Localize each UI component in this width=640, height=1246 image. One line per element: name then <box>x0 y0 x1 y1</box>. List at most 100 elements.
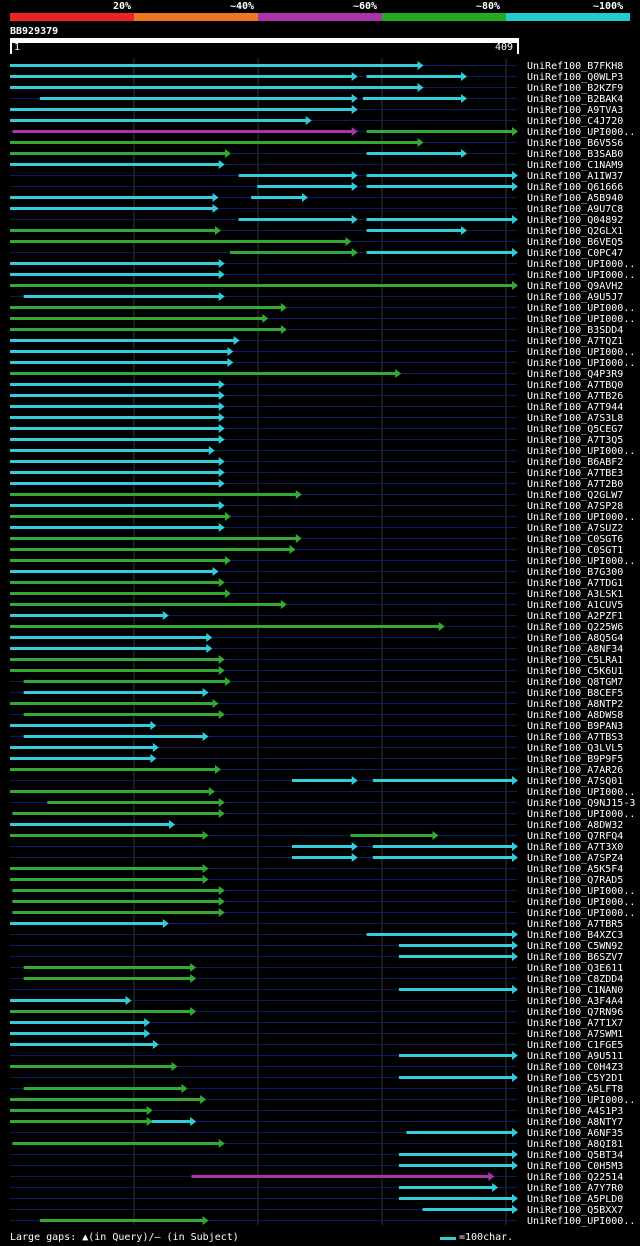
hit-name[interactable]: UniRef100_B6VEQ5 <box>527 237 623 248</box>
hit-row[interactable]: UniRef100_Q3LVL5 <box>10 743 623 754</box>
hit-name[interactable]: UniRef100_Q5BXX7 <box>527 1205 623 1216</box>
hit-row[interactable]: UniRef100_Q04892 <box>10 215 623 226</box>
hit-name[interactable]: UniRef100_B8CEF5 <box>527 688 623 699</box>
hit-name[interactable]: UniRef100_A1CUV5 <box>527 600 623 611</box>
hit-name[interactable]: UniRef100_Q0WLP3 <box>527 72 623 83</box>
hit-name[interactable]: UniRef100_Q9AVH2 <box>527 281 623 292</box>
hit-row[interactable]: UniRef100_A7TBQ0 <box>10 380 623 391</box>
hit-name[interactable]: UniRef100_A8NTY7 <box>527 1117 623 1128</box>
hit-name[interactable]: UniRef100_A7TBE3 <box>527 468 623 479</box>
hit-name[interactable]: UniRef100_C5WN92 <box>527 941 623 952</box>
hit-name[interactable]: UniRef100_A5PLD0 <box>527 1194 623 1205</box>
hit-name[interactable]: UniRef100_A7S3L8 <box>527 413 623 424</box>
hit-name[interactable]: UniRef100_A7SP28 <box>527 501 623 512</box>
hit-row[interactable]: UniRef100_UPI000.. <box>10 556 635 567</box>
hit-row[interactable]: UniRef100_B7G300 <box>10 567 623 578</box>
hit-row[interactable]: UniRef100_A8DWS8 <box>10 710 623 721</box>
hit-name[interactable]: UniRef100_A7SPZ4 <box>527 853 623 864</box>
hit-row[interactable]: UniRef100_B6SZV7 <box>10 952 623 963</box>
hit-name[interactable]: UniRef100_Q4P3R9 <box>527 369 623 380</box>
hit-name[interactable]: UniRef100_A7TQZ1 <box>527 336 623 347</box>
hit-row[interactable]: UniRef100_A9U5J7 <box>10 292 623 303</box>
hit-name[interactable]: UniRef100_UPI000.. <box>527 897 635 908</box>
hit-name[interactable]: UniRef100_C4J720 <box>527 116 623 127</box>
hit-row[interactable]: UniRef100_A7Y7R0 <box>10 1183 623 1194</box>
hit-row[interactable]: UniRef100_Q0WLP3 <box>10 72 623 83</box>
hit-name[interactable]: UniRef100_A7AR26 <box>527 765 623 776</box>
hit-row[interactable]: UniRef100_A2PZF1 <box>10 611 623 622</box>
hit-row[interactable]: UniRef100_A8NTY7 <box>10 1117 623 1128</box>
hit-name[interactable]: UniRef100_A6NF35 <box>527 1128 623 1139</box>
hit-row[interactable]: UniRef100_C8ZDD4 <box>10 974 623 985</box>
hit-name[interactable]: UniRef100_UPI000.. <box>527 259 635 270</box>
hit-name[interactable]: UniRef100_UPI000.. <box>527 270 635 281</box>
hit-name[interactable]: UniRef100_A3LSK1 <box>527 589 623 600</box>
hit-name[interactable]: UniRef100_C5Y2D1 <box>527 1073 623 1084</box>
hit-row[interactable]: UniRef100_UPI000.. <box>10 303 635 314</box>
hit-row[interactable]: UniRef100_B2KZF9 <box>10 83 623 94</box>
hit-name[interactable]: UniRef100_A7TDG1 <box>527 578 623 589</box>
hit-row[interactable]: UniRef100_A8NTP2 <box>10 699 623 710</box>
hit-row[interactable]: UniRef100_A7T2B0 <box>10 479 623 490</box>
hit-row[interactable]: UniRef100_UPI000.. <box>10 259 635 270</box>
hit-row[interactable]: UniRef100_C0H5M3 <box>10 1161 623 1172</box>
hit-row[interactable]: UniRef100_B2BAK4 <box>10 94 623 105</box>
hit-name[interactable]: UniRef100_A3F4A4 <box>527 996 623 1007</box>
hit-row[interactable]: UniRef100_A8DW32 <box>10 820 623 831</box>
hit-row[interactable]: UniRef100_Q4P3R9 <box>10 369 623 380</box>
hit-row[interactable]: UniRef100_B9P9F5 <box>10 754 623 765</box>
hit-row[interactable]: UniRef100_A6NF35 <box>10 1128 623 1139</box>
hit-name[interactable]: UniRef100_UPI000.. <box>527 556 635 567</box>
hit-name[interactable]: UniRef100_A9U5J7 <box>527 292 623 303</box>
hit-row[interactable]: UniRef100_Q9NJ15-3 <box>10 798 635 809</box>
hit-row[interactable]: UniRef100_A9U511 <box>10 1051 623 1062</box>
hit-name[interactable]: UniRef100_A9U7C8 <box>527 204 623 215</box>
hit-row[interactable]: UniRef100_A7TB26 <box>10 391 623 402</box>
hit-row[interactable]: UniRef100_C0SGT1 <box>10 545 623 556</box>
hit-name[interactable]: UniRef100_C0H4Z3 <box>527 1062 623 1073</box>
hit-row[interactable]: UniRef100_A7TQZ1 <box>10 336 623 347</box>
hit-row[interactable]: UniRef100_Q5BXX7 <box>10 1205 623 1216</box>
hit-row[interactable]: UniRef100_B3SDD4 <box>10 325 623 336</box>
hit-name[interactable]: UniRef100_UPI000.. <box>527 908 635 919</box>
hit-name[interactable]: UniRef100_Q61666 <box>527 182 623 193</box>
hit-row[interactable]: UniRef100_A7TDG1 <box>10 578 623 589</box>
hit-row[interactable]: UniRef100_B9PAN3 <box>10 721 623 732</box>
hit-row[interactable]: UniRef100_A7SPZ4 <box>10 853 623 864</box>
hit-row[interactable]: UniRef100_UPI000.. <box>10 270 635 281</box>
hit-name[interactable]: UniRef100_UPI000.. <box>527 1095 635 1106</box>
hit-name[interactable]: UniRef100_UPI000.. <box>527 787 635 798</box>
hit-row[interactable]: UniRef100_A7S3L8 <box>10 413 623 424</box>
hit-name[interactable]: UniRef100_A7T2B0 <box>527 479 623 490</box>
hit-row[interactable]: UniRef100_Q7RN96 <box>10 1007 623 1018</box>
hit-row[interactable]: UniRef100_A7TBR5 <box>10 919 623 930</box>
hit-row[interactable]: UniRef100_Q61666 <box>10 182 623 193</box>
hit-name[interactable]: UniRef100_C0PC47 <box>527 248 623 259</box>
hit-name[interactable]: UniRef100_C5LRA1 <box>527 655 623 666</box>
hit-row[interactable]: UniRef100_UPI000.. <box>10 1095 635 1106</box>
hit-name[interactable]: UniRef100_A5K5F4 <box>527 864 623 875</box>
hit-name[interactable]: UniRef100_UPI000.. <box>527 358 635 369</box>
hit-row[interactable]: UniRef100_UPI000.. <box>10 347 635 358</box>
hit-row[interactable]: UniRef100_Q2GLX1 <box>10 226 623 237</box>
hit-row[interactable]: UniRef100_UPI000.. <box>10 897 635 908</box>
hit-name[interactable]: UniRef100_Q3E611 <box>527 963 623 974</box>
hit-row[interactable]: UniRef100_A5K5F4 <box>10 864 623 875</box>
hit-row[interactable]: UniRef100_A8QI81 <box>10 1139 623 1150</box>
hit-name[interactable]: UniRef100_A7TBQ0 <box>527 380 623 391</box>
hit-row[interactable]: UniRef100_Q5CEG7 <box>10 424 623 435</box>
hit-name[interactable]: UniRef100_UPI000.. <box>527 512 635 523</box>
hit-row[interactable]: UniRef100_A7AR26 <box>10 765 623 776</box>
hit-name[interactable]: UniRef100_A4S1P3 <box>527 1106 623 1117</box>
hit-row[interactable]: UniRef100_C0PC47 <box>10 248 623 259</box>
hit-name[interactable]: UniRef100_A7SQ01 <box>527 776 623 787</box>
hit-row[interactable]: UniRef100_C1NAN0 <box>10 985 623 996</box>
hit-row[interactable]: UniRef100_UPI000.. <box>10 127 635 138</box>
hit-row[interactable]: UniRef100_UPI000.. <box>10 358 635 369</box>
hit-name[interactable]: UniRef100_A7SUZ2 <box>527 523 623 534</box>
hit-row[interactable]: UniRef100_C4J720 <box>10 116 623 127</box>
hit-name[interactable]: UniRef100_Q2GLW7 <box>527 490 623 501</box>
hit-name[interactable]: UniRef100_A7SWM1 <box>527 1029 623 1040</box>
hit-name[interactable]: UniRef100_A7T3Q5 <box>527 435 623 446</box>
hit-row[interactable]: UniRef100_A5PLD0 <box>10 1194 623 1205</box>
